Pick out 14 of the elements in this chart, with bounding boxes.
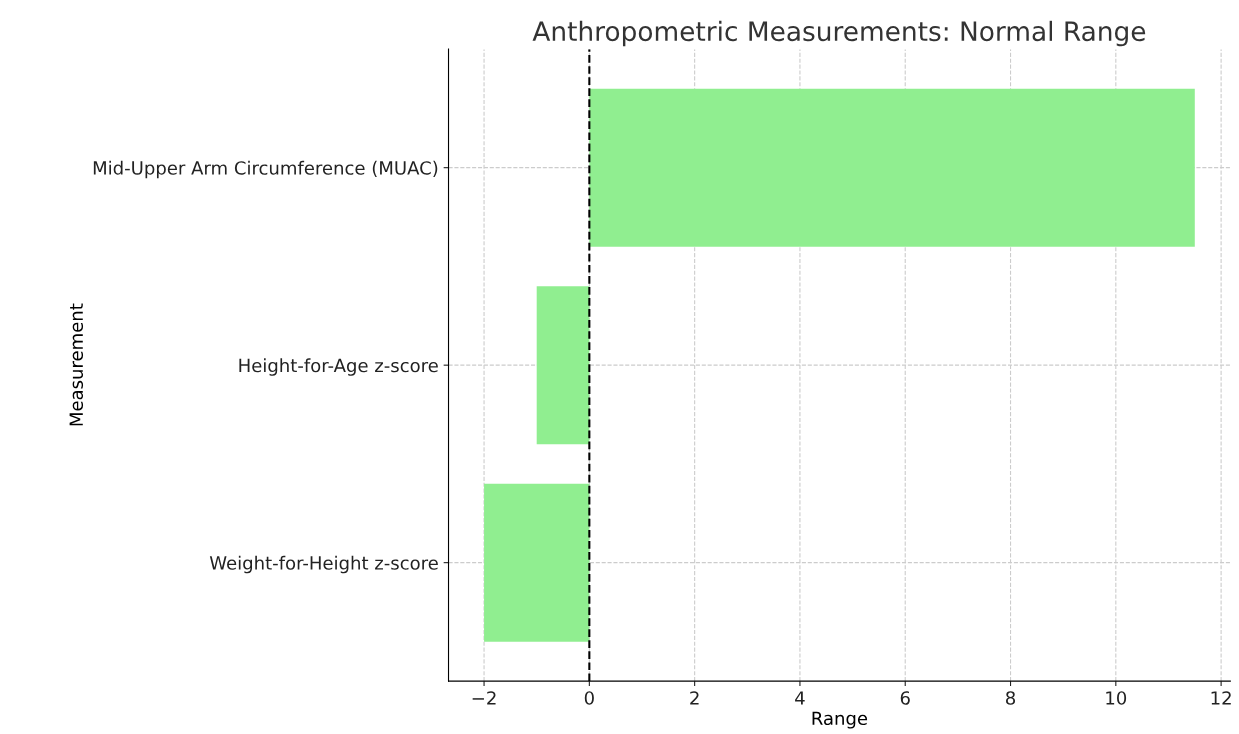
chart-title: Anthropometric Measurements: Normal Range (532, 20, 1146, 47)
x-tick-label: 4 (795, 691, 805, 705)
x-tick-label: 10 (1106, 691, 1127, 705)
x-tick-label: 6 (900, 691, 910, 705)
x-tick-label: 8 (1006, 691, 1016, 705)
x-tick-label: 0 (584, 691, 594, 705)
y-tick-label: Height-for-Age z-score (239, 358, 438, 376)
y-tick-label: Mid-Upper Arm Circumference (MUAC) (93, 160, 438, 179)
x-tick-label: −2 (472, 691, 496, 705)
y-axis-title: Measurement (69, 303, 84, 426)
y-tick-label: Weight-for-Height z-score (209, 555, 438, 574)
x-tick-label: 2 (690, 691, 699, 705)
x-tick-label: 12 (1211, 691, 1231, 705)
x-axis-title: Range (812, 711, 868, 729)
